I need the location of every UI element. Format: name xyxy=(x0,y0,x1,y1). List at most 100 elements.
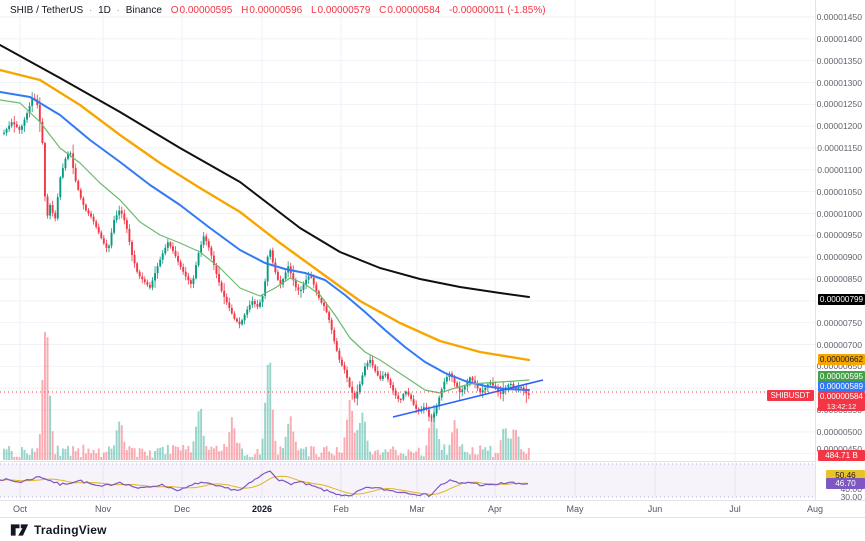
volume-bar xyxy=(366,440,369,460)
volume-bar xyxy=(399,453,402,460)
candle xyxy=(338,350,341,360)
volume-bar xyxy=(307,456,310,460)
volume-bar xyxy=(210,446,213,460)
volume-bar xyxy=(184,449,187,460)
candle xyxy=(302,284,305,291)
volume-bar xyxy=(136,456,139,460)
price-axis-label: 0.00000950 xyxy=(816,230,862,241)
candle xyxy=(428,409,430,417)
price-axis-label: 0.00001100 xyxy=(817,164,862,175)
volume-bar xyxy=(261,438,264,460)
candle xyxy=(358,384,361,393)
volume-bar xyxy=(100,456,103,460)
volume-bar xyxy=(320,452,323,460)
ma-black-price-badge: 0.00000799 xyxy=(818,294,865,305)
brand-wordmark[interactable]: TradingView xyxy=(34,522,107,537)
volume-bar xyxy=(115,430,118,460)
volume-bar xyxy=(271,409,274,460)
price-axis-label: 0.00001050 xyxy=(816,186,862,197)
candle xyxy=(340,359,343,366)
candle xyxy=(415,404,418,409)
volume-bar xyxy=(525,453,528,460)
volume-bar xyxy=(289,416,292,460)
volume-bar xyxy=(440,449,443,460)
volume-bar xyxy=(381,452,384,460)
candle xyxy=(471,377,474,381)
volume-bar xyxy=(340,452,343,460)
volume-bar xyxy=(468,454,471,460)
volume-bar xyxy=(315,454,318,460)
candle xyxy=(525,390,528,394)
tradingview-logo-icon[interactable] xyxy=(10,523,29,537)
candle xyxy=(297,287,300,291)
volume-bar xyxy=(430,415,433,460)
candle xyxy=(189,280,192,284)
exchange-label: Binance xyxy=(125,5,162,16)
volume-bar xyxy=(338,452,341,460)
candle xyxy=(366,363,369,367)
candle xyxy=(279,279,282,285)
candle xyxy=(502,390,505,394)
candle xyxy=(379,375,382,380)
volume-bar xyxy=(356,429,359,460)
price-chart-canvas[interactable] xyxy=(0,0,815,500)
symbol-name[interactable]: SHIB / TetherUS xyxy=(10,5,84,16)
volume-bar xyxy=(3,448,5,460)
candle xyxy=(44,143,46,197)
trendline-drawing[interactable] xyxy=(392,379,544,418)
candle xyxy=(399,398,402,400)
price-axis-label: 0.00001250 xyxy=(816,99,862,110)
volume-bar xyxy=(415,451,418,460)
candle xyxy=(26,113,28,120)
candle xyxy=(492,382,494,386)
candle xyxy=(87,210,90,214)
time-axis-label: Feb xyxy=(333,504,349,514)
volume-bar xyxy=(407,449,410,460)
candle xyxy=(481,390,484,393)
volume-bar xyxy=(259,454,261,460)
volume-bar xyxy=(402,453,405,460)
candle xyxy=(371,359,374,366)
volume-bar xyxy=(138,448,141,460)
candle xyxy=(387,373,389,380)
volume-bar xyxy=(74,451,77,460)
candle xyxy=(230,307,233,314)
price-axis[interactable]: 0.00000799 0.00000662 0.00000595 0.00000… xyxy=(815,0,865,502)
candle xyxy=(79,189,82,199)
candle xyxy=(118,210,121,216)
time-axis[interactable]: Oct Nov Dec 2026 Feb Mar Apr May Jun Jul Aug xyxy=(0,500,865,518)
volume-bar xyxy=(223,444,226,460)
candle xyxy=(310,276,313,278)
volume-bar xyxy=(435,428,438,460)
candle xyxy=(440,389,443,398)
volume-bar xyxy=(376,449,379,460)
volume-bar xyxy=(476,454,479,460)
chart-pane[interactable] xyxy=(0,0,815,500)
candle xyxy=(113,219,116,233)
volume-bar xyxy=(174,446,177,460)
candle xyxy=(430,416,433,418)
rsi-axis-label: 30.00 xyxy=(840,492,862,502)
candle xyxy=(468,377,471,382)
candle xyxy=(125,220,128,229)
rsi-ma-badge: 50.46 xyxy=(826,470,865,481)
candle xyxy=(108,245,110,248)
interval-label[interactable]: 1D xyxy=(98,5,111,16)
candle xyxy=(154,273,156,281)
candle xyxy=(499,392,502,394)
volume-bar xyxy=(453,420,456,460)
candle xyxy=(284,272,287,279)
candle xyxy=(509,384,512,386)
candle xyxy=(97,226,100,233)
symbol-legend[interactable]: SHIB / TetherUS · 1D · Binance O0.000005… xyxy=(10,5,546,16)
volume-bar xyxy=(189,452,192,460)
volume-bar xyxy=(520,449,523,460)
volume-bar xyxy=(207,449,210,460)
time-axis-label: Apr xyxy=(487,504,503,514)
volume-bar xyxy=(481,449,484,460)
candle xyxy=(397,395,400,399)
volume-bar xyxy=(200,408,203,460)
ohlc-open: O0.00000595 xyxy=(170,5,233,16)
candle xyxy=(159,259,162,267)
candle xyxy=(100,232,103,239)
